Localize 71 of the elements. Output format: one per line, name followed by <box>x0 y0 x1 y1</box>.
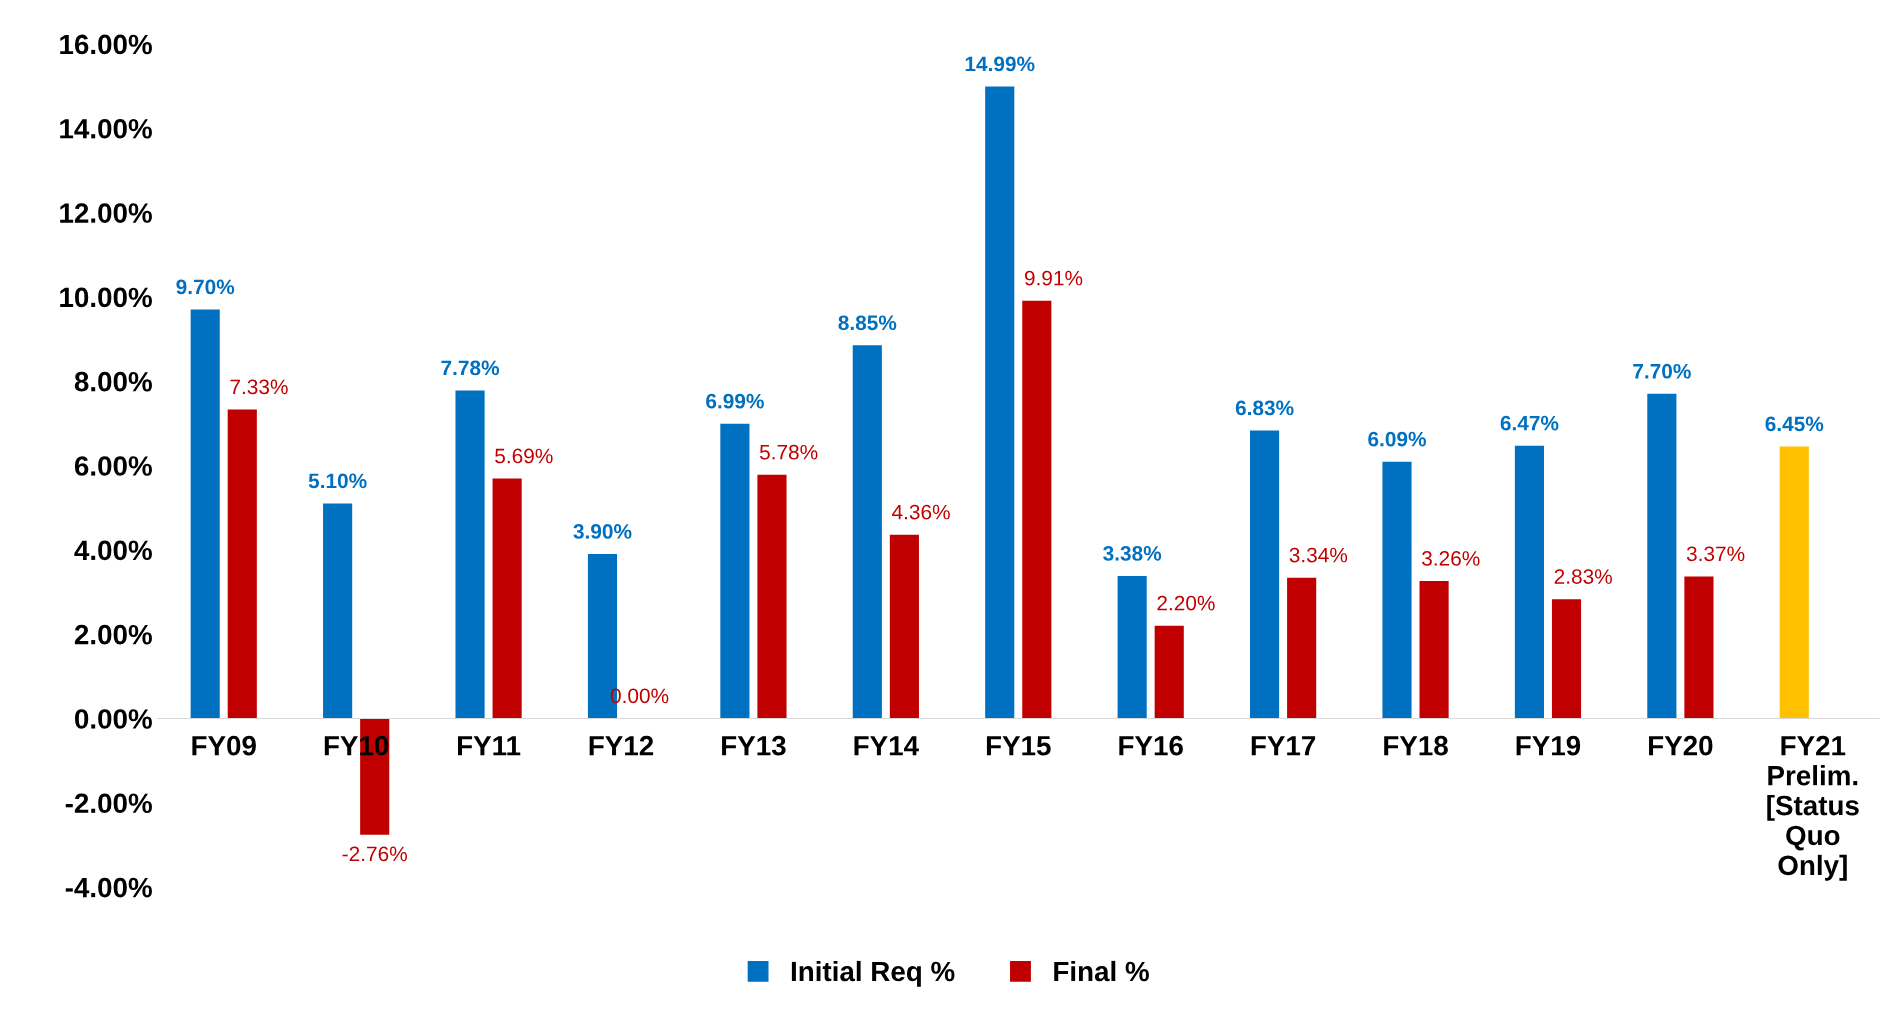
x-tick-label: FY19 <box>1516 735 1581 756</box>
bar <box>985 86 1015 719</box>
bar <box>1287 577 1317 719</box>
bar <box>1022 300 1052 719</box>
bar <box>889 534 919 719</box>
bar <box>1514 445 1544 719</box>
x-tick-label: FY13 <box>722 735 786 756</box>
x-tick-label: FY16 <box>1119 735 1183 756</box>
data-label: 6.09% <box>1368 431 1426 447</box>
x-tick-label: FY12 <box>589 735 654 756</box>
data-label: 3.38% <box>1103 545 1162 561</box>
data-label: 2.83% <box>1554 569 1612 584</box>
data-label: 3.37% <box>1686 546 1745 562</box>
data-label: 9.91% <box>1024 270 1083 286</box>
x-tick-label: FY18 <box>1384 735 1448 756</box>
bar <box>1684 576 1714 719</box>
bar <box>1647 393 1677 719</box>
legend-label: Initial Req % <box>791 960 955 987</box>
data-label: 7.33% <box>230 379 288 395</box>
bar <box>1779 446 1809 719</box>
y-tick-label: -2.00% <box>65 793 152 814</box>
data-label: 3.90% <box>573 524 632 539</box>
y-tick-label: 6.00% <box>74 456 152 476</box>
bar <box>455 390 485 719</box>
y-tick-label: 16.00% <box>60 34 152 55</box>
y-tick-label: 10.00% <box>60 287 152 308</box>
data-label: 3.34% <box>1289 547 1348 563</box>
bar <box>1551 599 1582 719</box>
data-label: 8.85% <box>838 315 897 331</box>
bar <box>757 474 787 719</box>
data-label: 5.78% <box>759 444 818 460</box>
x-tick-label: FY21 Prelim. [Status Quo Only] <box>1767 735 1859 881</box>
y-tick-label: 14.00% <box>60 118 152 139</box>
bar <box>1382 461 1412 719</box>
bar <box>323 503 353 719</box>
y-tick-label: 2.00% <box>74 624 152 645</box>
data-label: 6.45% <box>1765 416 1824 432</box>
data-label: 2.20% <box>1157 595 1215 611</box>
y-tick-label: 0.00% <box>75 709 152 729</box>
x-tick-label: FY09 <box>192 735 256 756</box>
data-label: 3.26% <box>1422 551 1480 566</box>
data-label: 14.99% <box>965 56 1035 72</box>
legend-label: Final % <box>1054 960 1149 982</box>
x-tick-label: FY17 <box>1251 736 1316 756</box>
data-label: 7.70% <box>1633 363 1691 379</box>
data-label: 5.10% <box>308 473 367 489</box>
data-label: 6.47% <box>1500 415 1559 431</box>
bar <box>1419 581 1449 719</box>
data-label: 6.99% <box>706 393 764 409</box>
bar <box>492 478 522 719</box>
data-label: 5.69% <box>495 448 553 464</box>
y-tick-label: 8.00% <box>74 371 152 392</box>
y-tick-label: -4.00% <box>65 877 152 898</box>
bar <box>720 423 750 719</box>
x-tick-label: FY20 <box>1649 735 1713 756</box>
data-label: 4.36% <box>892 504 950 520</box>
bar <box>852 345 882 719</box>
data-label: -2.76% <box>342 846 407 862</box>
y-tick-label: 4.00% <box>74 540 152 561</box>
data-label: 7.78% <box>441 360 500 376</box>
bar <box>1117 575 1147 719</box>
y-tick-label: 12.00% <box>60 203 152 223</box>
bar <box>190 309 220 719</box>
bar <box>1250 430 1280 719</box>
data-label: 6.83% <box>1235 400 1294 416</box>
data-label: 9.70% <box>176 279 235 295</box>
x-tick-label: FY14 <box>854 736 919 756</box>
x-tick-label: FY11 <box>458 736 521 756</box>
bar <box>1154 625 1184 719</box>
bar <box>227 409 257 719</box>
x-tick-label: FY15 <box>986 736 1051 756</box>
